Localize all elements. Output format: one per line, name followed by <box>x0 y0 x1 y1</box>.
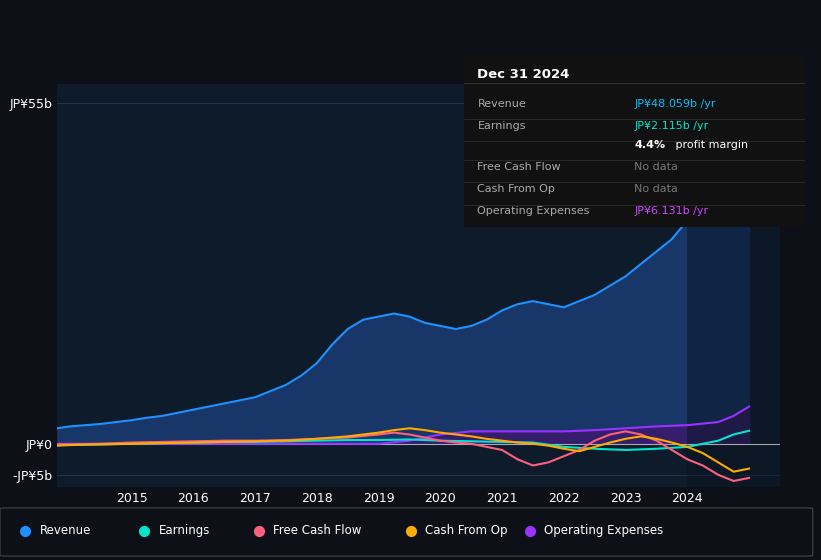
Text: No data: No data <box>635 184 678 194</box>
Text: profit margin: profit margin <box>672 140 748 150</box>
Text: Operating Expenses: Operating Expenses <box>478 207 589 216</box>
Text: Dec 31 2024: Dec 31 2024 <box>478 68 570 81</box>
Text: Operating Expenses: Operating Expenses <box>544 524 663 538</box>
Text: Free Cash Flow: Free Cash Flow <box>478 162 561 172</box>
Text: Revenue: Revenue <box>478 99 526 109</box>
Text: Free Cash Flow: Free Cash Flow <box>273 524 362 538</box>
Text: JP¥2.115b /yr: JP¥2.115b /yr <box>635 121 709 131</box>
Text: JP¥6.131b /yr: JP¥6.131b /yr <box>635 207 709 216</box>
Text: Revenue: Revenue <box>39 524 91 538</box>
Text: Earnings: Earnings <box>478 121 526 131</box>
Text: Cash From Op: Cash From Op <box>425 524 507 538</box>
Text: No data: No data <box>635 162 678 172</box>
Bar <box>687 84 787 487</box>
Text: JP¥48.059b /yr: JP¥48.059b /yr <box>635 99 716 109</box>
Text: 4.4%: 4.4% <box>635 140 665 150</box>
Text: Cash From Op: Cash From Op <box>478 184 555 194</box>
Text: Earnings: Earnings <box>158 524 210 538</box>
